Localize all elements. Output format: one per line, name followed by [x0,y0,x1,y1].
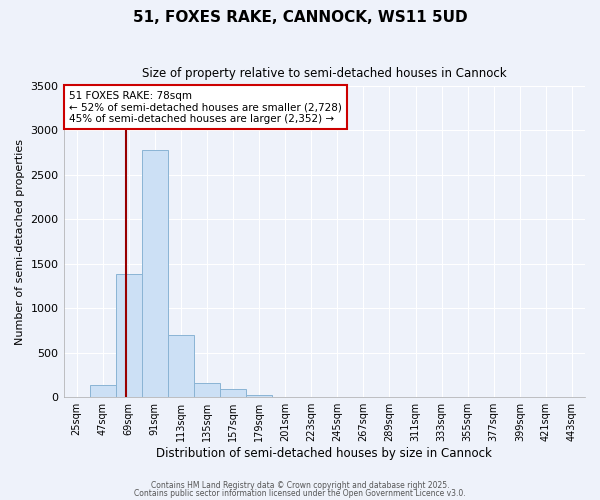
Bar [142,150,168,397]
X-axis label: Distribution of semi-detached houses by size in Cannock: Distribution of semi-detached houses by … [157,447,492,460]
Bar [220,389,246,397]
Bar [194,383,220,397]
Y-axis label: Number of semi-detached properties: Number of semi-detached properties [15,138,25,344]
Title: Size of property relative to semi-detached houses in Cannock: Size of property relative to semi-detach… [142,68,506,80]
Text: 51, FOXES RAKE, CANNOCK, WS11 5UD: 51, FOXES RAKE, CANNOCK, WS11 5UD [133,10,467,25]
Bar [89,385,116,397]
Bar [168,335,194,397]
Text: Contains HM Land Registry data © Crown copyright and database right 2025.: Contains HM Land Registry data © Crown c… [151,481,449,490]
Bar [246,394,272,397]
Text: Contains public sector information licensed under the Open Government Licence v3: Contains public sector information licen… [134,488,466,498]
Bar [116,274,142,397]
Text: 51 FOXES RAKE: 78sqm
← 52% of semi-detached houses are smaller (2,728)
45% of se: 51 FOXES RAKE: 78sqm ← 52% of semi-detac… [69,90,341,124]
